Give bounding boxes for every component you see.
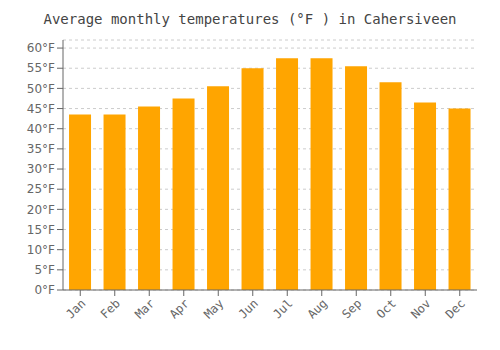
svg-text:60°F: 60°F — [27, 41, 55, 55]
html-text:Average monthly temperatures (: Average monthly temperatures (°F ) in Ca… — [43, 11, 457, 27]
svg-text:40°F: 40°F — [27, 122, 55, 136]
svg-text:Jun: Jun — [236, 296, 261, 321]
svg-text:Apr: Apr — [167, 296, 192, 321]
svg-text:Sep: Sep — [339, 296, 364, 321]
svg-text:Oct: Oct — [374, 296, 399, 321]
svg-text:35°F: 35°F — [27, 142, 55, 156]
svg-text:Jul: Jul — [270, 296, 295, 321]
svg-text:0°F: 0°F — [34, 283, 55, 297]
svg-text:45°F: 45°F — [27, 102, 55, 116]
svg-text:May: May — [201, 296, 226, 321]
svg-text:30°F: 30°F — [27, 162, 55, 176]
svg-text:50°F: 50°F — [27, 82, 55, 96]
svg-text:10°F: 10°F — [27, 243, 55, 257]
svg-text:5°F: 5°F — [34, 263, 55, 277]
svg-text:Jan: Jan — [63, 296, 88, 321]
svg-text:Mar: Mar — [132, 296, 157, 321]
svg-text:55°F: 55°F — [27, 61, 55, 75]
svg-text:Aug: Aug — [305, 296, 330, 321]
svg-text:20°F: 20°F — [27, 203, 55, 217]
svg-text:15°F: 15°F — [27, 223, 55, 237]
svg-text:25°F: 25°F — [27, 182, 55, 196]
svg-text:Nov: Nov — [408, 296, 433, 321]
svg-text:Dec: Dec — [443, 296, 468, 321]
svg-text:Feb: Feb — [98, 296, 123, 321]
